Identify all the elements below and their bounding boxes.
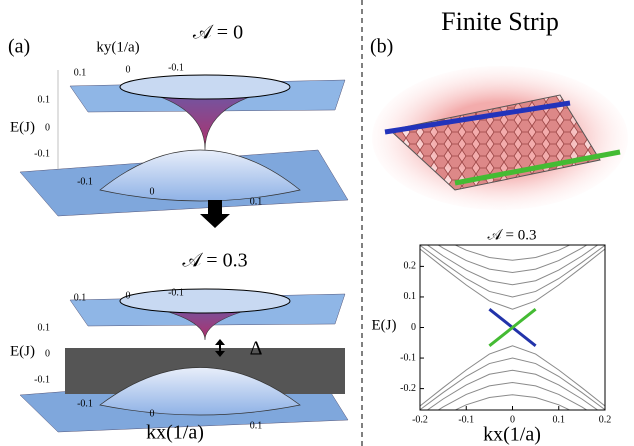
tick-label: -0.1: [34, 374, 50, 385]
y-tick-label: -0.2: [400, 383, 416, 394]
x-tick-label: 0.1: [553, 414, 566, 425]
x-tick-label: 0.2: [599, 414, 612, 425]
panel-a-top: [20, 70, 348, 216]
strip-illustration: [372, 66, 628, 210]
cone-rim: [120, 75, 290, 99]
axis-label: ky(1/a): [96, 39, 139, 55]
tick-label: -0.1: [34, 148, 50, 159]
tick-label: 0.1: [250, 196, 263, 207]
band-line: [420, 249, 605, 309]
tick-label: 0.1: [38, 94, 51, 105]
tick-label: 0: [150, 408, 155, 419]
tick-label: 0.1: [74, 292, 87, 303]
panel-title: 𝒜 = 0.3: [182, 250, 247, 272]
tick-label: -0.1: [77, 398, 93, 409]
x-tick-label: 0: [510, 414, 515, 425]
axis-label: E(J): [10, 119, 35, 135]
tick-label: 0: [126, 290, 131, 301]
x-tick-label: -0.2: [412, 414, 428, 425]
gap-label: Δ: [250, 338, 263, 360]
tick-label: -0.1: [168, 62, 184, 73]
tick-label: 0.1: [38, 322, 51, 333]
lines: [420, 226, 605, 430]
y-tick-label: 0.1: [404, 291, 417, 302]
panel-title: Finite Strip: [441, 7, 559, 36]
y-tick-label: 0: [411, 322, 416, 333]
y-tick-label: -0.1: [400, 352, 416, 363]
x-axis-label: kx(1/a): [483, 424, 541, 446]
tick-label: -0.1: [77, 176, 93, 187]
tick-label: 0.1: [74, 67, 87, 78]
panel-a-bottom: [20, 289, 348, 432]
x-tick-label: -0.1: [458, 414, 474, 425]
cone-rim: [120, 289, 290, 313]
tick-label: 0: [45, 122, 50, 133]
band-plot: [420, 226, 605, 430]
tick-label: 0.1: [250, 420, 263, 431]
y-tick-label: 0.2: [404, 261, 417, 272]
y-axis-label: E(J): [372, 317, 397, 333]
band-line: [420, 240, 605, 285]
panel-label: (a): [8, 36, 30, 58]
figure: (a) 𝒜 = 0 ky(1/a) 0.1 0 -0.1 E(J) 0.1 0 …: [0, 0, 634, 446]
axis-label: E(J): [10, 343, 35, 359]
axis-label: kx(1/a): [146, 422, 204, 444]
tick-label: 0: [126, 64, 131, 75]
band-line: [420, 346, 605, 406]
tick-label: 0: [150, 186, 155, 197]
panel-label: (b): [370, 36, 393, 58]
chart-title: 𝒜 = 0.3: [488, 227, 537, 243]
panel-title: 𝒜 = 0: [193, 22, 243, 44]
tick-label: -0.1: [168, 287, 184, 298]
tick-label: 0: [45, 348, 50, 359]
